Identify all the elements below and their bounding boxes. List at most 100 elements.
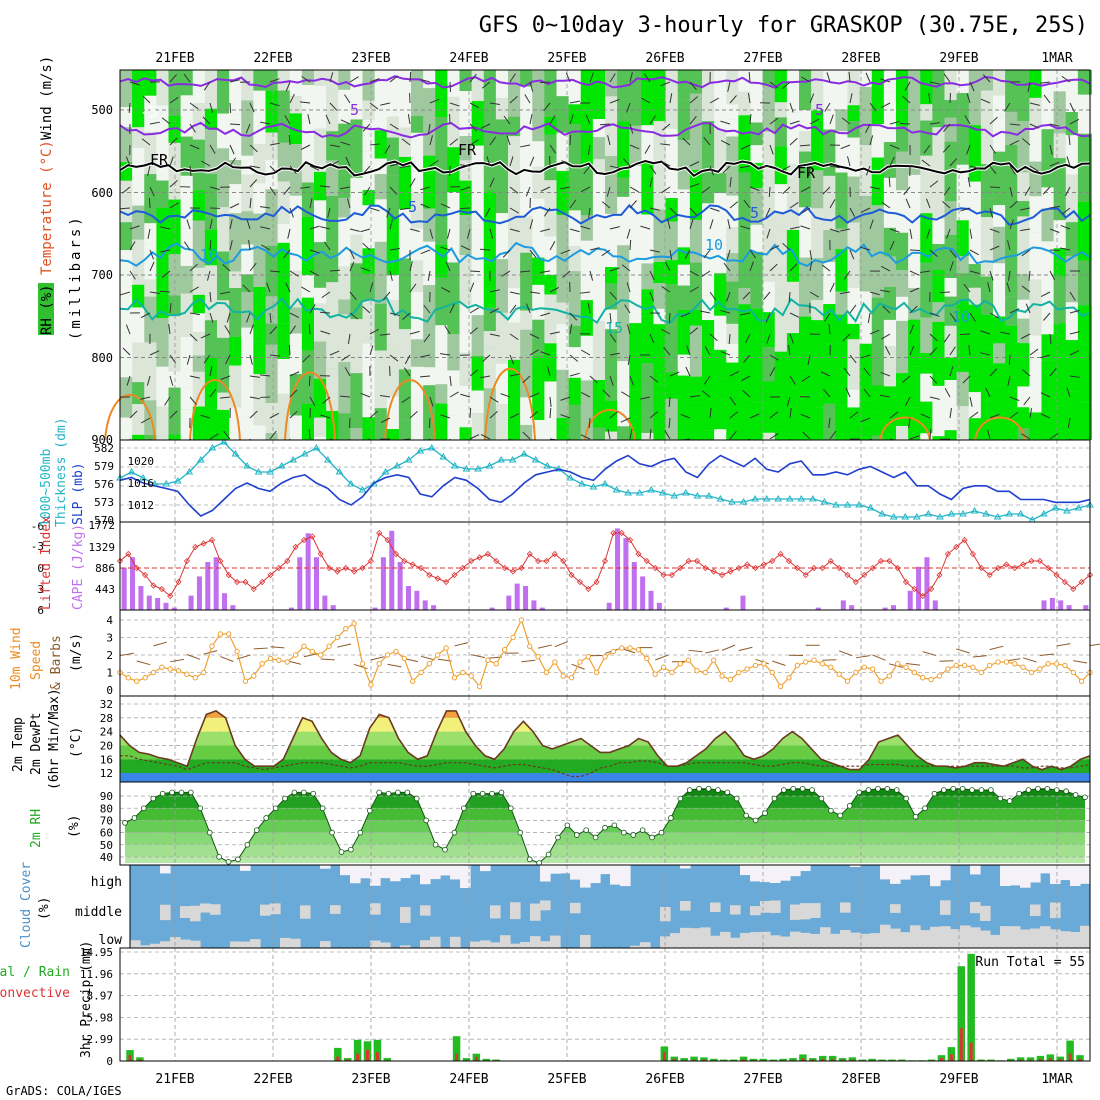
wind-barb	[849, 249, 855, 260]
rh-cell	[908, 174, 923, 217]
rh-cell	[677, 140, 692, 190]
wind-speed-point	[560, 673, 566, 679]
temp-line	[119, 710, 1091, 771]
rh-cell	[229, 311, 244, 337]
precip-convective-bar	[949, 1054, 953, 1061]
wind-barb	[742, 389, 751, 398]
rh-cell	[920, 353, 935, 374]
wind-barb	[729, 370, 740, 377]
low-cloud-cell	[900, 932, 911, 948]
lifted-point	[1020, 561, 1027, 568]
wind-barb	[503, 115, 511, 125]
rh-cell	[617, 70, 632, 122]
wind-barb	[709, 165, 715, 176]
rh-cell	[229, 336, 244, 366]
rh-cell	[908, 319, 923, 367]
rh-cell	[144, 342, 159, 401]
rh-cell	[944, 278, 959, 297]
cloud-label-2: (%)	[37, 897, 52, 920]
lifted-point	[284, 557, 291, 565]
rh-cell	[435, 403, 450, 440]
rh-cell	[447, 334, 462, 371]
wind-barb	[229, 79, 240, 83]
thickness-point	[404, 456, 413, 463]
rh-cell	[641, 363, 656, 414]
rh-cell	[968, 264, 983, 288]
rh-cell	[665, 325, 680, 373]
rh-cell	[326, 368, 341, 411]
wind-speed-point	[200, 669, 207, 676]
precip-convective-bar	[375, 1052, 379, 1061]
low-cloud-cell	[830, 933, 841, 948]
rh-cell	[1029, 97, 1044, 128]
wind-barb	[880, 265, 891, 272]
wind-barb	[129, 81, 140, 86]
wind-barb	[609, 267, 620, 272]
wind-barb	[729, 201, 739, 209]
rh-cell	[386, 137, 401, 176]
wind-barb	[469, 369, 479, 377]
wind-barb	[1060, 224, 1071, 230]
wind-barb	[469, 434, 480, 440]
rh-cell	[702, 430, 717, 440]
wind-speed-point	[568, 675, 575, 681]
rh-cell	[483, 218, 498, 263]
rh-cell	[132, 127, 147, 148]
precip-convective-bar	[821, 1058, 825, 1061]
wind-barb	[649, 333, 655, 344]
wind-barb	[320, 414, 331, 419]
precip-convective-bar	[841, 1059, 844, 1061]
rh-cell	[726, 119, 741, 137]
rh-cell	[520, 145, 535, 166]
rh-point	[451, 829, 458, 836]
rh-cell	[495, 312, 510, 364]
rh-point	[225, 858, 232, 865]
thickness-point	[993, 513, 1002, 520]
wind-barb	[589, 72, 594, 83]
low-cloud-cell	[790, 931, 801, 948]
lifted-point	[133, 564, 140, 572]
rh-point	[470, 790, 477, 797]
lifted-point	[417, 564, 425, 572]
rh-cell	[580, 395, 595, 440]
lifted-point	[125, 550, 132, 558]
rh-cell	[993, 363, 1008, 386]
thickness-point	[185, 468, 194, 475]
rh-point	[122, 820, 128, 826]
precip-total-bar	[482, 1058, 490, 1061]
thickness-point	[935, 513, 944, 520]
wind-barb	[383, 291, 391, 300]
wind-speed-point	[744, 666, 750, 672]
rh-cell	[920, 104, 935, 121]
wind-barb	[220, 291, 231, 295]
rh-cell	[932, 336, 947, 386]
thickness-point	[462, 465, 471, 472]
rh-cell	[956, 348, 971, 372]
wind-barb	[189, 375, 200, 379]
wind-speed-point	[945, 666, 951, 672]
precip-convective-bar	[336, 1056, 340, 1061]
wind-barb	[340, 141, 351, 146]
wind-speed-point	[226, 631, 232, 637]
rh-cell	[204, 129, 219, 174]
lifted-point	[702, 564, 709, 572]
lifted-point	[183, 557, 190, 565]
rh-cell	[314, 341, 329, 379]
precip-total-bar	[373, 1039, 382, 1061]
rh-cell	[156, 318, 171, 367]
rh-cell	[980, 348, 995, 401]
wind-barb	[789, 226, 800, 230]
middle-cloud-cell	[530, 903, 541, 921]
precip-convective-bar	[1058, 1058, 1062, 1061]
wind-barb	[329, 350, 340, 356]
rh-cell	[629, 237, 644, 295]
wind-barb	[1020, 228, 1031, 232]
rh-cell	[750, 188, 765, 204]
cape-bar	[907, 590, 913, 610]
wind-tick: 1	[106, 667, 113, 680]
wind-barb	[969, 249, 980, 256]
wind-barb	[529, 333, 540, 339]
wind-barb	[249, 324, 254, 335]
wind-barb	[186, 219, 191, 230]
wind-barb	[669, 249, 673, 260]
